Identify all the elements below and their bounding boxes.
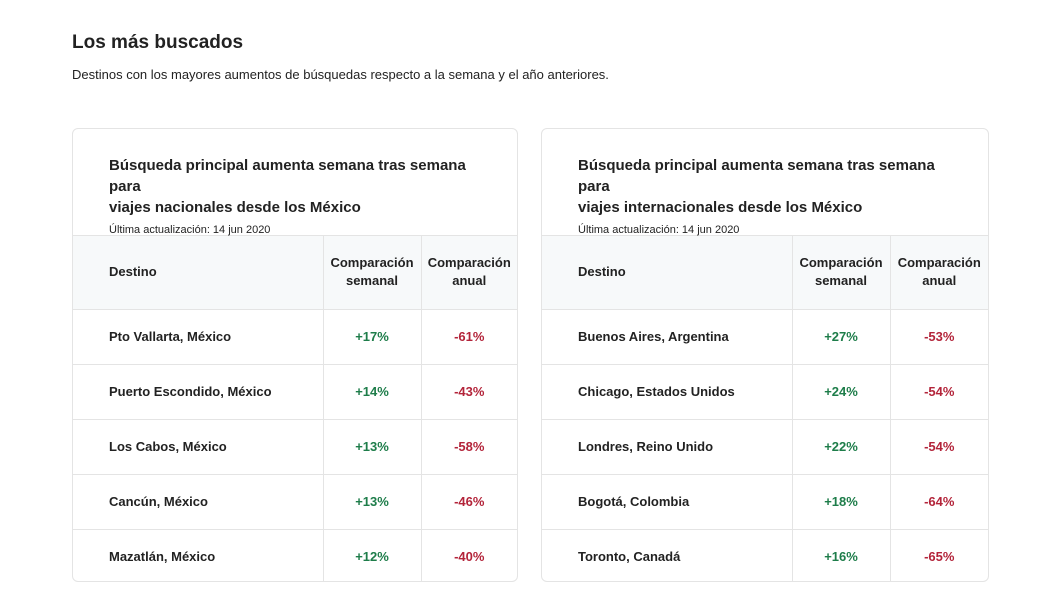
card-title: Búsqueda principal aumenta semana tras s… [578,155,968,218]
destination-cell: Bogotá, Colombia [542,473,792,529]
card-title-line: Búsqueda principal aumenta semana tras s… [578,157,935,195]
weekly-change-cell: +22% [791,418,890,474]
annual-change-cell: -61% [420,309,517,364]
annual-change-cell: -40% [420,528,517,581]
page-title: Los más buscados [72,32,244,53]
destination-cell: Pto Vallarta, México [109,329,232,344]
column-header-line: anual [922,273,957,289]
weekly-change-cell: +16% [791,528,890,581]
column-header-destination: Destino [73,236,323,310]
weekly-change-cell: +13% [322,418,421,474]
column-header-weekly: Comparación semanal [322,236,421,310]
destinations-table: Destino Comparación semanal Comparación … [542,236,988,581]
column-header-annual: Comparación anual [889,236,988,310]
international-searches-card: Búsqueda principal aumenta semana tras s… [541,128,989,582]
destination-cell: Toronto, Canadá [542,528,792,581]
last-updated: Última actualización: 14 jun 2020 [578,224,740,236]
annual-change-cell: -46% [420,473,517,529]
annual-change-cell: -54% [889,363,988,419]
table-header-row: Destino Comparación semanal Comparación … [73,236,517,310]
destination-cell: Chicago, Estados Unidos [542,363,792,419]
last-updated: Última actualización: 14 jun 2020 [109,224,271,236]
weekly-change-cell: +17% [322,309,421,364]
destinations-table: Destino Comparación semanal Comparación … [73,236,517,581]
column-header-line: Comparación [330,255,414,271]
table-header-row: Destino Comparación semanal Comparación … [542,236,988,310]
column-header-line: semanal [345,273,399,289]
destination-cell: Los Cabos, México [73,418,323,474]
destination-cell: Cancún, México [73,473,323,529]
annual-change-cell: -65% [889,528,988,581]
table-row: Los Cabos, México +13% -58% [73,418,517,474]
annual-change-cell: -53% [889,309,988,364]
column-header-line: Comparación [427,255,511,271]
weekly-change-cell: +14% [322,363,421,419]
annual-change-cell: -64% [889,473,988,529]
weekly-change-cell: +13% [322,473,421,529]
table-row: Toronto, Canadá +16% -65% [542,528,988,581]
destination-cell: Mazatlán, México [73,528,323,581]
table-row: Bogotá, Colombia +18% -64% [542,473,988,529]
weekly-change-cell: +24% [791,363,890,419]
column-header-annual: Comparación anual [420,236,517,310]
column-header-line: semanal [814,273,868,289]
column-header-weekly: Comparación semanal [791,236,890,310]
column-header-line: Comparación [799,255,883,271]
destination-cell: Buenos Aires, Argentina [578,329,729,344]
weekly-change-cell: +27% [791,309,890,364]
column-header-destination: Destino [542,236,792,310]
table-row: Londres, Reino Unido +22% -54% [542,418,988,474]
table-row: Mazatlán, México +12% -40% [73,528,517,581]
destination-cell: Londres, Reino Unido [542,418,792,474]
page-subtitle: Destinos con los mayores aumentos de bús… [72,67,609,82]
annual-change-cell: -58% [420,418,517,474]
annual-change-cell: -54% [889,418,988,474]
annual-change-cell: -43% [420,363,517,419]
table-row: Cancún, México +13% -46% [73,473,517,529]
column-header-line: anual [452,273,487,289]
table-row: Buenos Aires, Argentina +27% -53% [542,309,988,364]
domestic-searches-card: Búsqueda principal aumenta semana tras s… [72,128,518,582]
table-row: Chicago, Estados Unidos +24% -54% [542,363,988,419]
card-header: Búsqueda principal aumenta semana tras s… [542,129,988,236]
card-title: Búsqueda principal aumenta semana tras s… [109,155,497,218]
card-header: Búsqueda principal aumenta semana tras s… [73,129,517,236]
weekly-change-cell: +18% [791,473,890,529]
card-title-line: Búsqueda principal aumenta semana tras s… [109,157,466,195]
weekly-change-cell: +12% [322,528,421,581]
card-title-line: viajes internacionales desde los México [578,199,863,216]
table-row: Puerto Escondido, México +14% -43% [73,363,517,419]
card-title-line: viajes nacionales desde los México [109,199,361,216]
table-row: Pto Vallarta, México +17% -61% [73,309,517,364]
destination-cell: Puerto Escondido, México [73,363,323,419]
column-header-line: Comparación [897,255,981,271]
